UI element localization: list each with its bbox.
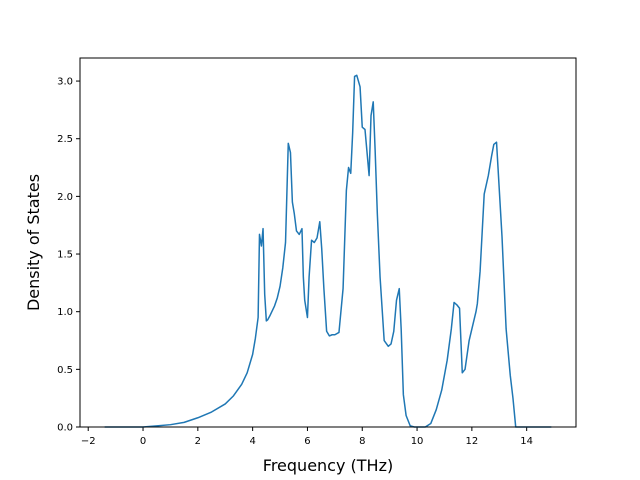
x-tick-label: −2 bbox=[81, 436, 96, 447]
x-tick-label: 12 bbox=[466, 436, 479, 447]
y-tick-label: 2.0 bbox=[57, 192, 73, 203]
plot-frame bbox=[79, 57, 577, 428]
x-axis-label: Frequency (THz) bbox=[263, 456, 393, 475]
y-tick-label: 0.5 bbox=[57, 365, 73, 376]
y-axis-ticks: 0.0 0.5 1.0 1.5 2.0 2.5 3.0 bbox=[57, 77, 80, 434]
x-tick-label: 0 bbox=[140, 436, 146, 447]
dos-series-line bbox=[104, 74, 552, 428]
y-tick-label: 0.0 bbox=[57, 423, 73, 434]
x-tick-label: 10 bbox=[411, 436, 424, 447]
x-tick-label: 4 bbox=[249, 436, 255, 447]
y-tick-label: 2.5 bbox=[57, 134, 73, 145]
y-tick-label: 3.0 bbox=[57, 77, 73, 88]
series-layer bbox=[104, 74, 552, 428]
y-tick-label: 1.5 bbox=[57, 250, 73, 261]
x-tick-label: 6 bbox=[304, 436, 310, 447]
y-tick-label: 1.0 bbox=[57, 307, 73, 318]
x-tick-label: 2 bbox=[195, 436, 201, 447]
x-tick-label: 8 bbox=[359, 436, 365, 447]
y-axis-label: Density of States bbox=[24, 174, 43, 311]
x-axis-ticks: −2 0 2 4 6 8 10 12 14 bbox=[81, 427, 533, 447]
x-tick-label: 14 bbox=[520, 436, 533, 447]
